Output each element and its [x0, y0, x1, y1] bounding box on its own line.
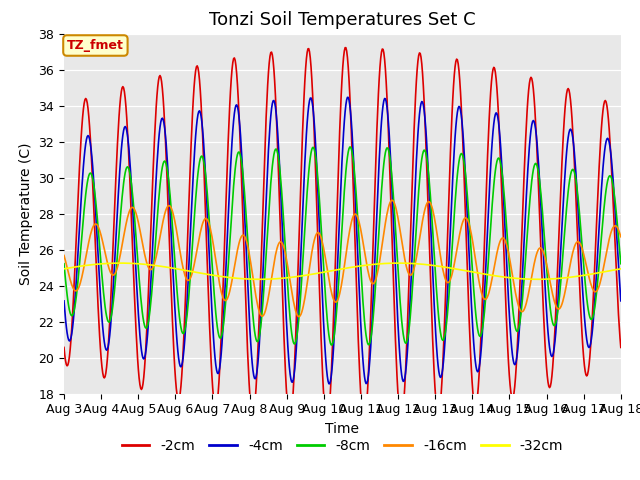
- -4cm: [70, 309, 78, 315]
- -16cm: [428, 204, 436, 210]
- Legend: -2cm, -4cm, -8cm, -16cm, -32cm: -2cm, -4cm, -8cm, -16cm, -32cm: [116, 433, 569, 459]
- -32cm: [127, 261, 135, 266]
- -4cm: [428, 250, 436, 255]
- -2cm: [323, 420, 331, 425]
- -16cm: [214, 268, 221, 274]
- -32cm: [428, 262, 435, 268]
- Line: -4cm: -4cm: [64, 97, 621, 384]
- -2cm: [341, 45, 349, 50]
- Line: -32cm: -32cm: [64, 263, 621, 279]
- -4cm: [127, 181, 135, 187]
- -8cm: [346, 144, 353, 150]
- -2cm: [127, 215, 135, 221]
- -8cm: [127, 180, 135, 186]
- -16cm: [295, 314, 303, 320]
- -2cm: [214, 399, 221, 405]
- Line: -2cm: -2cm: [64, 48, 621, 422]
- Title: Tonzi Soil Temperatures Set C: Tonzi Soil Temperatures Set C: [209, 11, 476, 29]
- -16cm: [60, 252, 68, 258]
- -2cm: [60, 345, 68, 350]
- -32cm: [395, 260, 403, 266]
- -32cm: [184, 268, 192, 274]
- -16cm: [388, 197, 396, 203]
- -2cm: [184, 228, 192, 233]
- -16cm: [617, 234, 625, 240]
- -4cm: [214, 370, 221, 376]
- Text: TZ_fmet: TZ_fmet: [67, 39, 124, 52]
- -8cm: [617, 261, 625, 266]
- -16cm: [70, 287, 78, 293]
- -16cm: [412, 259, 419, 265]
- X-axis label: Time: Time: [325, 422, 360, 436]
- -4cm: [412, 174, 419, 180]
- -32cm: [60, 266, 68, 272]
- -32cm: [214, 273, 221, 279]
- -4cm: [60, 298, 68, 304]
- -4cm: [184, 283, 192, 289]
- -8cm: [428, 215, 436, 220]
- -16cm: [184, 277, 192, 283]
- -8cm: [70, 308, 78, 313]
- -32cm: [70, 264, 78, 270]
- -4cm: [617, 298, 625, 304]
- -8cm: [214, 324, 221, 330]
- -8cm: [328, 342, 336, 348]
- -32cm: [411, 261, 419, 266]
- -2cm: [428, 316, 436, 322]
- -8cm: [184, 304, 192, 310]
- -2cm: [617, 345, 625, 350]
- -4cm: [344, 95, 351, 100]
- Y-axis label: Soil Temperature (C): Soil Temperature (C): [19, 143, 33, 285]
- -32cm: [617, 266, 625, 272]
- Line: -8cm: -8cm: [64, 147, 621, 345]
- -8cm: [60, 261, 68, 266]
- -32cm: [534, 276, 542, 282]
- -16cm: [127, 205, 135, 211]
- -2cm: [70, 283, 78, 288]
- -8cm: [412, 235, 419, 241]
- -4cm: [326, 381, 333, 386]
- Line: -16cm: -16cm: [64, 200, 621, 317]
- -2cm: [412, 93, 419, 98]
